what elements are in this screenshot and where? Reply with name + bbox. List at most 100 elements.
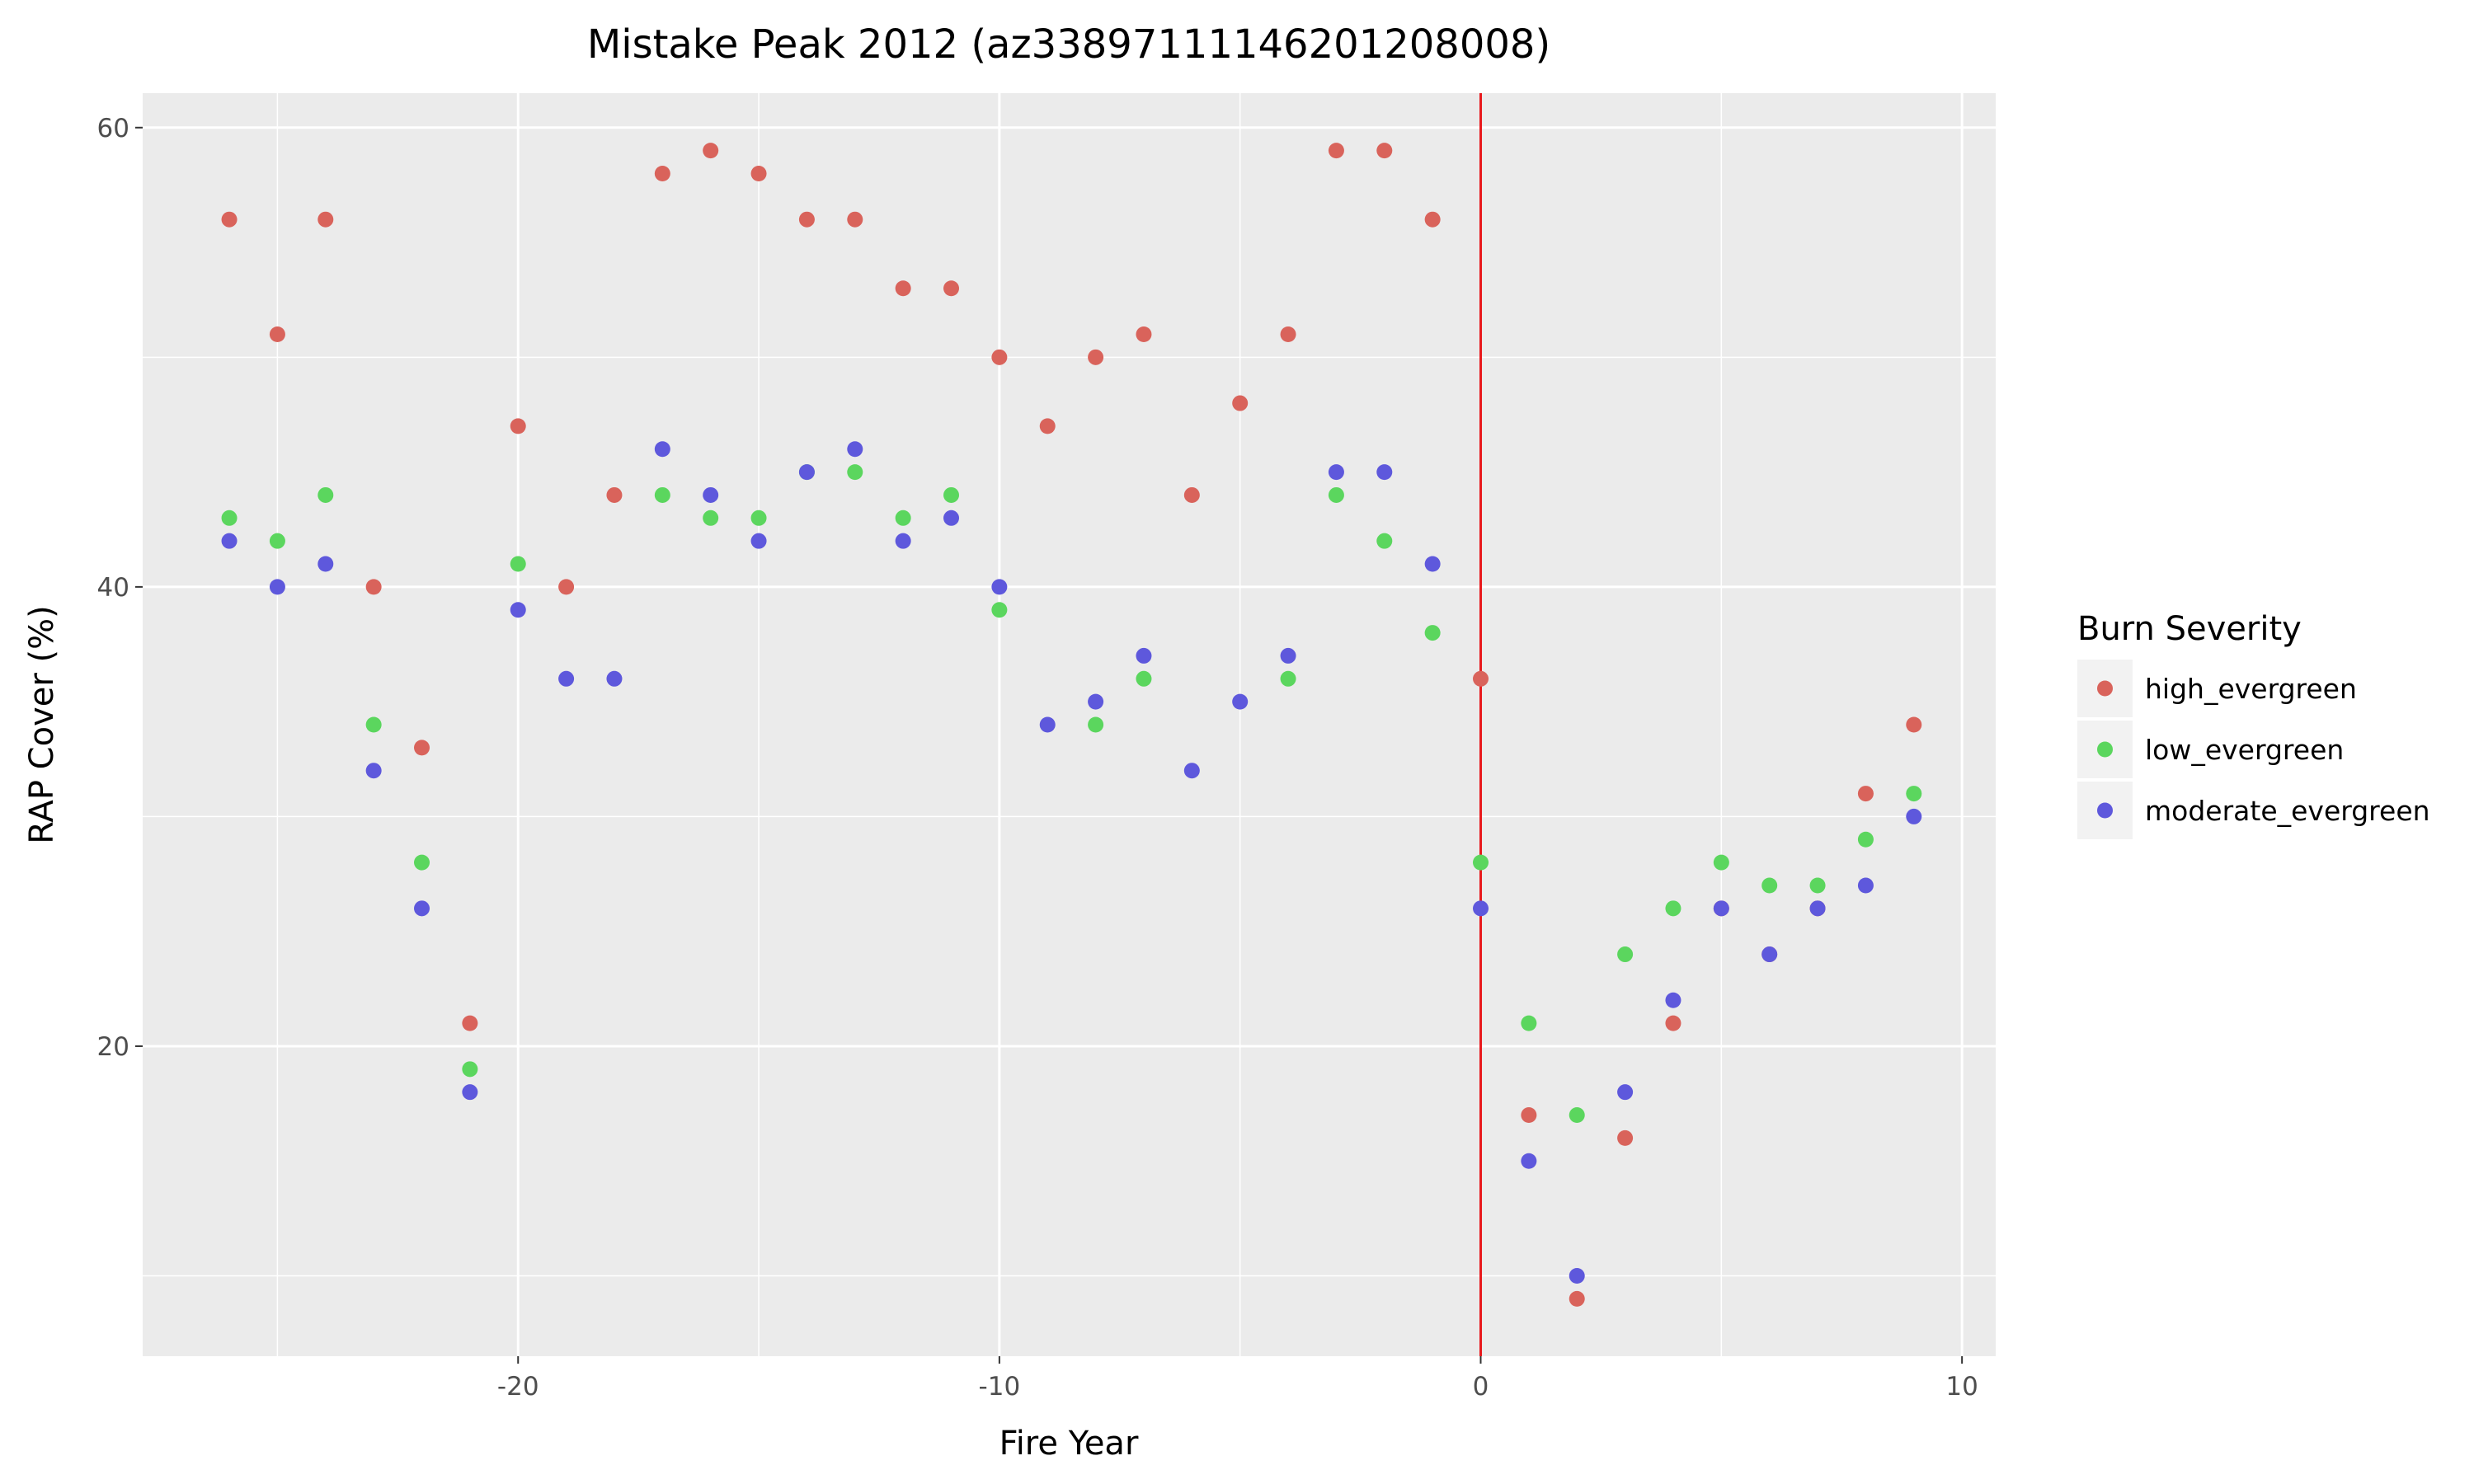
point-low_evergreen — [1280, 670, 1296, 687]
point-low_evergreen — [1857, 831, 1874, 848]
point-moderate_evergreen — [1328, 464, 1344, 481]
point-high_evergreen — [798, 211, 815, 228]
y-tick-label: 20 — [97, 1032, 129, 1062]
point-high_evergreen — [654, 165, 670, 181]
point-moderate_evergreen — [1617, 1084, 1634, 1101]
point-high_evergreen — [1473, 670, 1489, 687]
point-high_evergreen — [1424, 211, 1441, 228]
point-low_evergreen — [510, 556, 526, 572]
point-moderate_evergreen — [1569, 1268, 1585, 1284]
point-moderate_evergreen — [1424, 556, 1441, 572]
point-high_evergreen — [221, 211, 238, 228]
point-high_evergreen — [1232, 395, 1249, 411]
x-tick-label: 0 — [1473, 1372, 1489, 1402]
point-high_evergreen — [414, 740, 430, 756]
plot-panel — [143, 93, 1996, 1356]
point-low_evergreen — [943, 486, 960, 503]
point-low_evergreen — [1713, 854, 1729, 871]
point-low_evergreen — [462, 1061, 478, 1078]
point-high_evergreen — [750, 165, 767, 181]
point-high_evergreen — [1328, 143, 1344, 159]
point-moderate_evergreen — [1713, 900, 1729, 917]
point-moderate_evergreen — [1136, 647, 1152, 664]
point-low_evergreen — [269, 533, 285, 549]
point-moderate_evergreen — [1376, 464, 1393, 481]
point-high_evergreen — [1617, 1129, 1634, 1146]
point-low_evergreen — [1809, 877, 1826, 894]
point-low_evergreen — [654, 486, 670, 503]
y-tick-label: 40 — [97, 573, 129, 603]
point-low_evergreen — [1136, 670, 1152, 687]
point-high_evergreen — [558, 579, 575, 595]
point-moderate_evergreen — [558, 670, 575, 687]
point-high_evergreen — [606, 486, 623, 503]
legend-key-point — [2097, 802, 2113, 819]
point-low_evergreen — [1617, 946, 1634, 963]
x-axis-title: Fire Year — [999, 1425, 1139, 1463]
x-axis-ticks: -20 -10 0 10 — [497, 1356, 1978, 1402]
point-high_evergreen — [1183, 486, 1200, 503]
x-tick-label: 10 — [1945, 1372, 1978, 1402]
point-moderate_evergreen — [1857, 877, 1874, 894]
point-low_evergreen — [1906, 786, 1922, 802]
point-low_evergreen — [1521, 1015, 1537, 1031]
point-moderate_evergreen — [1473, 900, 1489, 917]
point-moderate_evergreen — [221, 533, 238, 549]
y-tick-label: 60 — [97, 114, 129, 143]
point-moderate_evergreen — [703, 486, 719, 503]
legend-title: Burn Severity — [2077, 610, 2302, 648]
point-low_evergreen — [1088, 716, 1104, 733]
point-moderate_evergreen — [943, 510, 960, 526]
point-low_evergreen — [1569, 1107, 1585, 1124]
point-high_evergreen — [1569, 1290, 1585, 1307]
point-low_evergreen — [1376, 533, 1393, 549]
legend-items: high_evergreen low_evergreen moderate_ever… — [2077, 660, 2430, 839]
point-low_evergreen — [1328, 486, 1344, 503]
y-axis-title: RAP Cover (%) — [23, 605, 61, 843]
point-moderate_evergreen — [991, 579, 1008, 595]
point-high_evergreen — [1280, 326, 1296, 342]
point-moderate_evergreen — [606, 670, 623, 687]
point-low_evergreen — [991, 602, 1008, 618]
point-moderate_evergreen — [847, 441, 863, 458]
point-moderate_evergreen — [462, 1084, 478, 1101]
point-moderate_evergreen — [269, 579, 285, 595]
point-high_evergreen — [317, 211, 334, 228]
point-high_evergreen — [895, 280, 911, 297]
point-moderate_evergreen — [414, 900, 430, 917]
chart-title: Mistake Peak 2012 (az3389711114620120800… — [587, 21, 1550, 68]
point-low_evergreen — [1473, 854, 1489, 871]
legend-label: low_evergreen — [2145, 734, 2344, 766]
point-high_evergreen — [1376, 143, 1393, 159]
point-moderate_evergreen — [895, 533, 911, 549]
point-high_evergreen — [1665, 1015, 1681, 1031]
point-moderate_evergreen — [1183, 763, 1200, 779]
point-moderate_evergreen — [750, 533, 767, 549]
point-high_evergreen — [1136, 326, 1152, 342]
points-layer — [221, 143, 1922, 1307]
point-moderate_evergreen — [1665, 992, 1681, 1008]
point-moderate_evergreen — [510, 602, 526, 618]
point-moderate_evergreen — [1232, 693, 1249, 710]
y-axis-ticks: 20 40 60 — [97, 114, 143, 1062]
point-moderate_evergreen — [1280, 647, 1296, 664]
point-high_evergreen — [943, 280, 960, 297]
x-tick-label: -20 — [497, 1372, 539, 1402]
point-high_evergreen — [991, 349, 1008, 365]
point-low_evergreen — [1424, 625, 1441, 641]
point-high_evergreen — [1857, 786, 1874, 802]
point-low_evergreen — [221, 510, 238, 526]
point-high_evergreen — [703, 143, 719, 159]
point-moderate_evergreen — [1521, 1153, 1537, 1169]
point-high_evergreen — [1039, 418, 1056, 434]
point-low_evergreen — [847, 464, 863, 481]
series-moderate_evergreen — [221, 441, 1922, 1284]
point-moderate_evergreen — [1809, 900, 1826, 917]
point-high_evergreen — [847, 211, 863, 228]
legend-label: high_evergreen — [2145, 673, 2357, 705]
point-moderate_evergreen — [654, 441, 670, 458]
point-low_evergreen — [895, 510, 911, 526]
point-low_evergreen — [1665, 900, 1681, 917]
point-high_evergreen — [510, 418, 526, 434]
